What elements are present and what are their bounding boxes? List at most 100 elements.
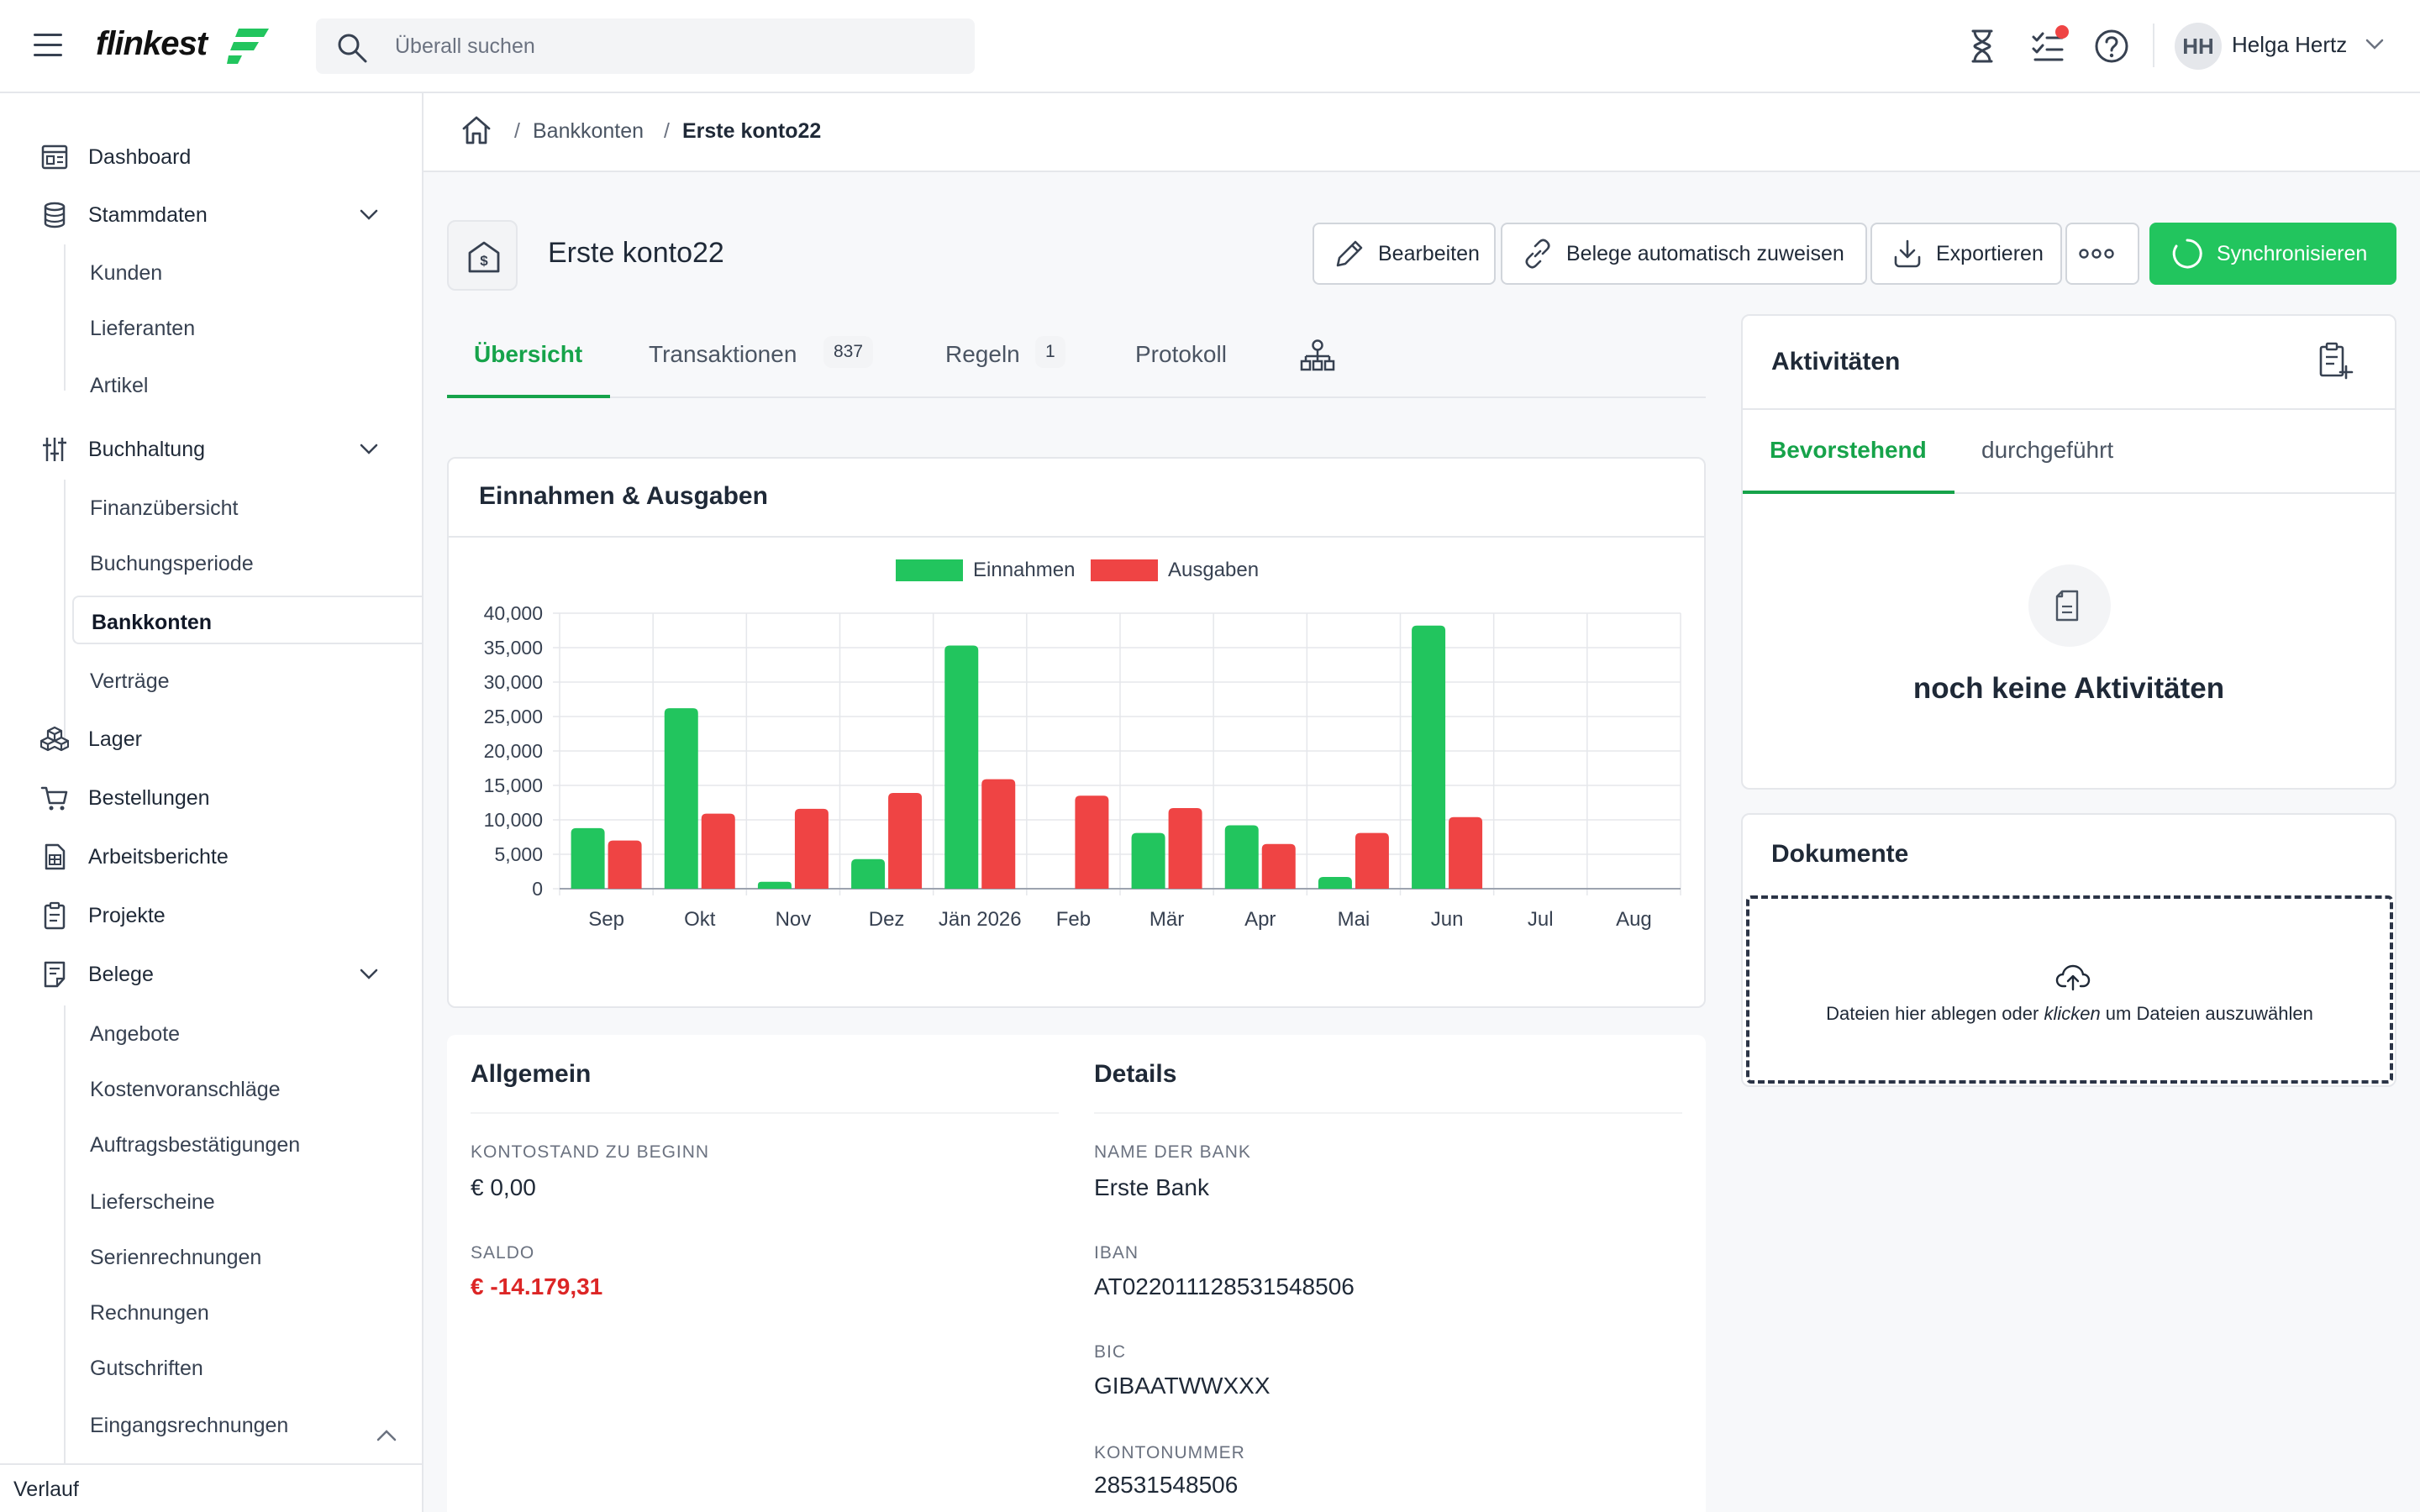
sidebar-item-kostenvoranschlaege[interactable]: Kostenvoranschläge: [72, 1064, 422, 1113]
x-tick-label: Mai: [1338, 908, 1370, 931]
hamburger-icon[interactable]: [34, 34, 62, 59]
more-button[interactable]: [2065, 223, 2139, 285]
edit-button[interactable]: Bearbeiten: [1313, 223, 1496, 285]
logo: flinkest: [96, 25, 208, 62]
topbar-divider: [2153, 24, 2154, 67]
chevron-down-icon[interactable]: [360, 209, 378, 221]
sidebar-item-rechnungen[interactable]: Rechnungen: [72, 1288, 422, 1336]
active-tab-indicator: [1743, 491, 1954, 494]
sidebar-item-buchhaltung[interactable]: Buchhaltung: [0, 423, 422, 474]
auto-assign-button[interactable]: Belege automatisch zuweisen: [1501, 223, 1867, 285]
search-box[interactable]: [316, 18, 975, 74]
submenu-line: [64, 244, 66, 391]
sidebar-item-belege[interactable]: Belege: [0, 948, 422, 999]
sidebar-item-arbeitsberichte[interactable]: Arbeitsberichte: [0, 831, 422, 881]
sidebar-item-stammdaten[interactable]: Stammdaten: [0, 189, 422, 239]
svg-text:$: $: [480, 253, 488, 269]
x-tick-label: Mär: [1150, 908, 1184, 931]
dropzone-text-end: um Dateien auszuwählen: [2100, 1003, 2313, 1024]
chevron-down-icon[interactable]: [360, 969, 378, 980]
sidebar-item-finanzuebersicht[interactable]: Finanzübersicht: [72, 483, 422, 532]
activities-title: Aktivitäten: [1771, 348, 1901, 375]
home-icon[interactable]: [460, 114, 492, 146]
income-bar: [1318, 877, 1352, 889]
sidebar-subitem-label: Buchungsperiode: [90, 552, 254, 575]
x-tick-label: Feb: [1056, 908, 1091, 931]
sidebar-item-auftragsbestaetigungen[interactable]: Auftragsbestätigungen: [72, 1120, 422, 1168]
income-bar: [1412, 625, 1446, 889]
tab-transaktionen[interactable]: Transaktionen: [649, 341, 797, 367]
tab-done[interactable]: durchgeführt: [1981, 437, 2114, 463]
history-footer[interactable]: Verlauf: [0, 1463, 422, 1512]
legend-swatch-expense: [1091, 559, 1158, 581]
hourglass-icon[interactable]: [1963, 27, 2002, 66]
bic-value: GIBAATWWXXX: [1094, 1373, 1270, 1399]
dropzone-text-start: Dateien hier ablegen oder: [1826, 1003, 2044, 1024]
search-input[interactable]: [395, 27, 950, 66]
avatar[interactable]: HH: [2175, 23, 2222, 70]
add-activity-icon[interactable]: [2314, 341, 2354, 381]
sidebar-item-lager[interactable]: Lager: [0, 713, 422, 764]
tab-upcoming[interactable]: Bevorstehend: [1770, 437, 1927, 463]
bank-name-label: NAME DER BANK: [1094, 1142, 1251, 1162]
active-tab-indicator: [447, 395, 610, 398]
balance-value: € -14.179,31: [471, 1273, 603, 1299]
sidebar-item-projekte[interactable]: Projekte: [0, 890, 422, 940]
tab-regeln[interactable]: Regeln: [945, 341, 1020, 367]
income-expense-chart: 0 5,000 10,000 15,000 20,000 25,000 30,000 35,0…: [484, 559, 1681, 931]
sidebar-item-angebote[interactable]: Angebote: [72, 1009, 422, 1058]
sidebar-item-bankkonten[interactable]: Bankkonten: [72, 596, 422, 644]
boxes-icon: [40, 726, 69, 752]
x-tick-label: Nov: [776, 908, 812, 931]
sidebar-item-lieferanten[interactable]: Lieferanten: [72, 303, 422, 352]
expense-bar: [1261, 843, 1296, 889]
sidebar-item-label: Buchhaltung: [88, 438, 206, 461]
sidebar-item-label: Projekte: [88, 904, 166, 927]
checklist-icon[interactable]: [2028, 27, 2067, 66]
export-button[interactable]: Exportieren: [1870, 223, 2062, 285]
sidebar-subitem-label: Artikel: [90, 374, 149, 397]
sidebar-item-gutschriften[interactable]: Gutschriften: [72, 1343, 422, 1392]
tab-protokoll[interactable]: Protokoll: [1135, 341, 1227, 367]
more-dots-icon: [2079, 249, 2114, 259]
sidebar-item-buchungsperiode[interactable]: Buchungsperiode: [72, 538, 422, 587]
sidebar-item-bestellungen[interactable]: Bestellungen: [0, 772, 422, 822]
card-divider: [449, 536, 1704, 538]
help-icon[interactable]: [2092, 27, 2131, 66]
sidebar-item-vertraege[interactable]: Verträge: [72, 656, 422, 705]
sidebar-item-eingangsrechnungen[interactable]: Eingangsrechnungen: [72, 1400, 422, 1449]
refresh-icon: [2172, 239, 2202, 269]
download-icon: [1894, 239, 1921, 268]
income-bar: [664, 708, 698, 889]
submenu-line: [64, 1005, 66, 1463]
export-button-label: Exportieren: [1936, 241, 2044, 265]
income-bar: [944, 645, 979, 889]
sidebar-item-artikel[interactable]: Artikel: [72, 360, 422, 409]
clipboard-icon: [44, 901, 66, 930]
sidebar: Dashboard Stammdaten Kunden Lieferanten …: [0, 93, 424, 1512]
sidebar-item-serienrechnungen[interactable]: Serienrechnungen: [72, 1232, 422, 1281]
expense-bar: [1075, 795, 1109, 889]
sidebar-item-label: Dashboard: [88, 145, 192, 169]
sidebar-item-dashboard[interactable]: Dashboard: [0, 131, 422, 181]
iban-value: AT022011128531548506: [1094, 1273, 1355, 1299]
hierarchy-icon[interactable]: [1299, 338, 1336, 375]
sidebar-subitem-label: Angebote: [90, 1022, 181, 1046]
sidebar-item-lieferscheine[interactable]: Lieferscheine: [72, 1177, 422, 1226]
activities-card: Aktivitäten Bevorstehend durchgeführt no…: [1741, 314, 2396, 790]
tab-uebersicht[interactable]: Übersicht: [474, 341, 583, 367]
chevron-down-icon[interactable]: [360, 444, 378, 455]
account-number-value: 28531548506: [1094, 1472, 1239, 1498]
tab-bar: Übersicht Transaktionen 837 Regeln 1 Pro…: [447, 316, 1706, 398]
breadcrumb-link-bankkonten[interactable]: Bankkonten: [533, 119, 644, 143]
user-name[interactable]: Helga Hertz: [2232, 32, 2348, 57]
opening-balance-value: € 0,00: [471, 1174, 536, 1200]
chevron-up-icon[interactable]: [376, 1428, 397, 1441]
chevron-down-icon[interactable]: [2365, 39, 2384, 50]
cloud-upload-icon: [2055, 964, 2091, 991]
sync-button[interactable]: Synchronisieren: [2149, 223, 2396, 285]
file-dropzone[interactable]: Dateien hier ablegen oder klicken um Dat…: [1746, 895, 2393, 1084]
account-number-label: KONTONUMMER: [1094, 1443, 1245, 1462]
sidebar-item-kunden[interactable]: Kunden: [72, 248, 422, 297]
legend-label: Ausgaben: [1168, 559, 1259, 581]
